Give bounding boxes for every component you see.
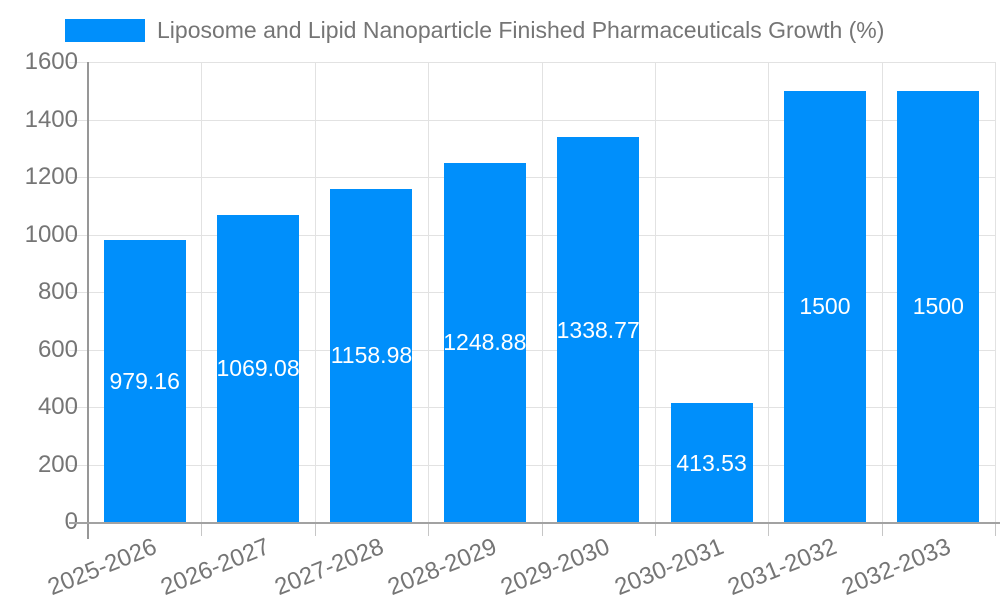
x-gridline — [541, 62, 543, 522]
bar[interactable] — [103, 240, 186, 522]
bar[interactable] — [897, 90, 980, 522]
bar[interactable] — [783, 90, 866, 522]
x-axis-tick — [87, 522, 89, 539]
x-category-label: 2031-2032 — [724, 533, 841, 600]
y-gridline — [69, 464, 995, 466]
y-tick-label: 1600 — [24, 48, 78, 75]
bar-value-label: 1500 — [799, 293, 851, 320]
x-axis-line — [69, 522, 1000, 524]
bar-value-label: 1248.88 — [443, 329, 527, 356]
bar-value-label: 979.16 — [109, 368, 180, 395]
bar[interactable] — [217, 214, 300, 522]
bar[interactable] — [443, 162, 526, 522]
x-gridline — [428, 62, 430, 522]
x-axis-tick — [428, 522, 430, 536]
bar-value-label: 413.53 — [676, 449, 747, 476]
y-tick-label: 1400 — [24, 105, 78, 133]
legend-swatch — [65, 19, 145, 42]
y-tick-label: 1200 — [24, 163, 78, 190]
y-tick-label: 400 — [37, 393, 78, 420]
y-tick-label: 800 — [37, 278, 78, 305]
x-axis-tick — [995, 522, 996, 536]
x-gridline — [654, 62, 656, 522]
x-category-label: 2025-2026 — [43, 533, 161, 600]
legend-item[interactable]: Liposome and Lipid Nanoparticle Finished… — [65, 17, 884, 44]
x-axis-tick — [314, 522, 316, 536]
y-tick-label: 600 — [37, 335, 78, 363]
bar-value-label: 1500 — [912, 293, 964, 320]
y-gridline — [69, 62, 995, 63]
x-gridline — [768, 62, 770, 522]
x-category-label: 2028-2029 — [384, 533, 501, 600]
x-axis-tick — [768, 522, 770, 536]
y-gridline — [69, 292, 995, 293]
bar[interactable] — [330, 188, 413, 522]
y-tick-label: 0 — [0, 508, 78, 536]
x-category-label: 2026-2027 — [157, 533, 274, 600]
x-axis-tick — [881, 522, 883, 536]
y-gridline — [69, 349, 995, 351]
y-gridline — [69, 177, 995, 178]
y-gridline — [69, 119, 995, 121]
x-gridline — [201, 62, 203, 522]
x-category-label: 2027-2028 — [270, 533, 388, 600]
bar-value-label: 1158.98 — [330, 342, 413, 369]
bar-value-label: 1069.08 — [216, 355, 300, 382]
legend-label: Liposome and Lipid Nanoparticle Finished… — [157, 17, 885, 43]
bar[interactable] — [557, 137, 640, 522]
x-category-label: 2032-2033 — [837, 533, 955, 600]
x-axis-tick — [201, 522, 203, 536]
x-axis-tick — [541, 522, 543, 536]
x-gridline — [881, 62, 883, 522]
x-gridline — [995, 62, 996, 522]
x-category-label: 2030-2031 — [610, 533, 728, 600]
y-tick-label: 1000 — [24, 220, 78, 248]
bar[interactable] — [670, 403, 753, 522]
y-axis-line — [87, 62, 89, 522]
x-gridline — [314, 62, 316, 522]
y-gridline — [69, 407, 995, 408]
x-axis-tick — [654, 522, 656, 536]
bar-value-label: 1338.77 — [556, 316, 640, 343]
y-gridline — [69, 234, 995, 236]
y-tick-label: 200 — [37, 450, 78, 478]
x-category-label: 2029-2030 — [497, 533, 614, 600]
